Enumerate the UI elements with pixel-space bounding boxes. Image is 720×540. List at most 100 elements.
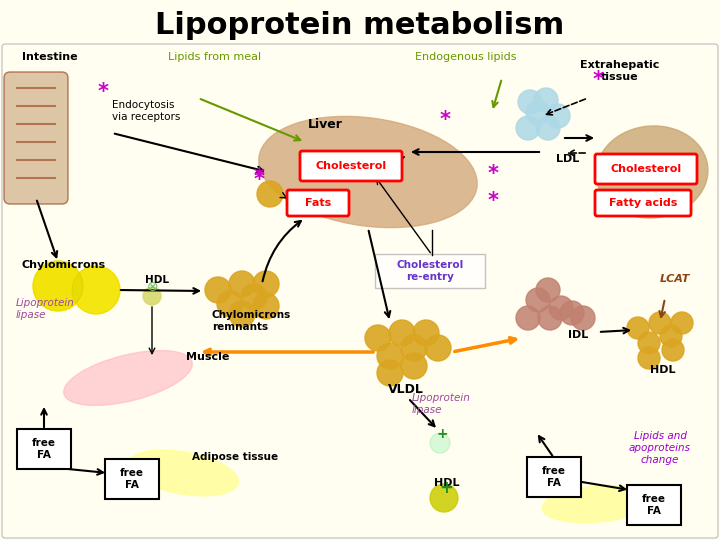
FancyBboxPatch shape <box>595 154 697 184</box>
Text: LCAT: LCAT <box>660 274 690 284</box>
FancyBboxPatch shape <box>300 151 402 181</box>
Text: Endocytosis
via receptors: Endocytosis via receptors <box>112 100 181 122</box>
Circle shape <box>430 433 450 453</box>
Text: *: * <box>488 164 499 184</box>
Circle shape <box>72 266 120 314</box>
Circle shape <box>638 347 660 369</box>
Text: *: * <box>98 82 109 102</box>
Circle shape <box>33 261 83 311</box>
Circle shape <box>671 312 693 334</box>
Ellipse shape <box>596 126 708 218</box>
Text: Cholesterol
re-entry: Cholesterol re-entry <box>397 260 464 282</box>
Circle shape <box>560 301 584 325</box>
Text: Lipoprotein
lipase: Lipoprotein lipase <box>16 299 75 320</box>
Ellipse shape <box>127 450 238 496</box>
FancyBboxPatch shape <box>287 190 349 216</box>
Circle shape <box>660 325 682 347</box>
Text: Cholesterol: Cholesterol <box>315 161 387 171</box>
Circle shape <box>627 317 649 339</box>
Text: free
FA: free FA <box>642 494 666 516</box>
Text: *: * <box>593 70 604 90</box>
Text: free
FA: free FA <box>120 468 144 490</box>
Text: Lipids and
apoproteins
change: Lipids and apoproteins change <box>629 431 691 464</box>
Text: LDL: LDL <box>556 154 580 164</box>
Circle shape <box>413 320 439 346</box>
FancyBboxPatch shape <box>17 429 71 469</box>
FancyBboxPatch shape <box>375 254 485 288</box>
Text: *: * <box>488 191 499 211</box>
Text: Lipoprotein
lipase: Lipoprotein lipase <box>412 394 471 415</box>
Text: Fats: Fats <box>305 198 331 208</box>
Text: Liver: Liver <box>308 118 343 131</box>
Circle shape <box>389 320 415 346</box>
FancyBboxPatch shape <box>4 72 68 204</box>
Text: Intestine: Intestine <box>22 52 78 62</box>
Circle shape <box>229 301 255 327</box>
Text: +: + <box>439 479 453 497</box>
Ellipse shape <box>63 350 192 406</box>
Text: HDL: HDL <box>434 478 459 488</box>
Circle shape <box>571 306 595 330</box>
Circle shape <box>430 433 450 453</box>
Text: Muscle: Muscle <box>186 352 230 362</box>
Circle shape <box>518 90 542 114</box>
Text: *: * <box>254 170 265 190</box>
Text: free
FA: free FA <box>542 466 566 488</box>
Text: Cholesterol: Cholesterol <box>611 164 682 174</box>
Circle shape <box>534 88 558 112</box>
Circle shape <box>241 284 267 310</box>
Text: Chylomicrons: Chylomicrons <box>22 260 106 270</box>
Circle shape <box>536 116 560 140</box>
Circle shape <box>377 343 403 369</box>
Circle shape <box>257 181 283 207</box>
Circle shape <box>516 116 540 140</box>
Text: +: + <box>436 427 448 441</box>
Circle shape <box>229 271 255 297</box>
Circle shape <box>549 296 573 320</box>
Circle shape <box>401 353 427 379</box>
Circle shape <box>143 287 161 305</box>
Text: *: * <box>254 167 265 187</box>
Text: VLDL: VLDL <box>388 383 424 396</box>
Circle shape <box>538 306 562 330</box>
Circle shape <box>253 293 279 319</box>
Circle shape <box>253 271 279 297</box>
Circle shape <box>401 335 427 361</box>
Circle shape <box>662 339 684 361</box>
Text: Chylomicrons
remnants: Chylomicrons remnants <box>212 310 292 332</box>
Text: free
FA: free FA <box>32 438 56 460</box>
Circle shape <box>638 332 660 354</box>
Text: *: * <box>440 110 451 130</box>
Text: Endogenous lipids: Endogenous lipids <box>415 52 516 62</box>
Ellipse shape <box>258 117 477 228</box>
Circle shape <box>217 291 243 317</box>
Text: HDL: HDL <box>650 365 675 375</box>
Circle shape <box>430 484 458 512</box>
Circle shape <box>516 306 540 330</box>
Circle shape <box>536 278 560 302</box>
Text: Lipoprotein metabolism: Lipoprotein metabolism <box>156 11 564 40</box>
FancyBboxPatch shape <box>595 190 691 216</box>
FancyBboxPatch shape <box>627 485 681 525</box>
Circle shape <box>526 101 550 125</box>
Text: IDL: IDL <box>568 330 588 340</box>
Text: ⊗: ⊗ <box>147 280 158 294</box>
Text: Adipose tissue: Adipose tissue <box>192 452 278 462</box>
Text: HDL: HDL <box>145 275 169 285</box>
Text: Lipids from meal: Lipids from meal <box>168 52 261 62</box>
Text: Extrahepatic
tissue: Extrahepatic tissue <box>580 60 660 82</box>
Circle shape <box>546 104 570 128</box>
Circle shape <box>205 277 231 303</box>
Circle shape <box>425 335 451 361</box>
Text: Fatty acids: Fatty acids <box>609 198 678 208</box>
FancyBboxPatch shape <box>2 44 718 538</box>
Circle shape <box>526 288 550 312</box>
Circle shape <box>365 325 391 351</box>
FancyBboxPatch shape <box>527 457 581 497</box>
Ellipse shape <box>542 485 654 523</box>
FancyBboxPatch shape <box>105 459 159 499</box>
Circle shape <box>377 360 403 386</box>
Circle shape <box>33 261 83 311</box>
Circle shape <box>649 312 671 334</box>
Circle shape <box>72 266 120 314</box>
